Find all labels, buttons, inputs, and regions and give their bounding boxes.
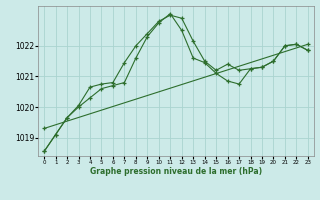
X-axis label: Graphe pression niveau de la mer (hPa): Graphe pression niveau de la mer (hPa)	[90, 167, 262, 176]
